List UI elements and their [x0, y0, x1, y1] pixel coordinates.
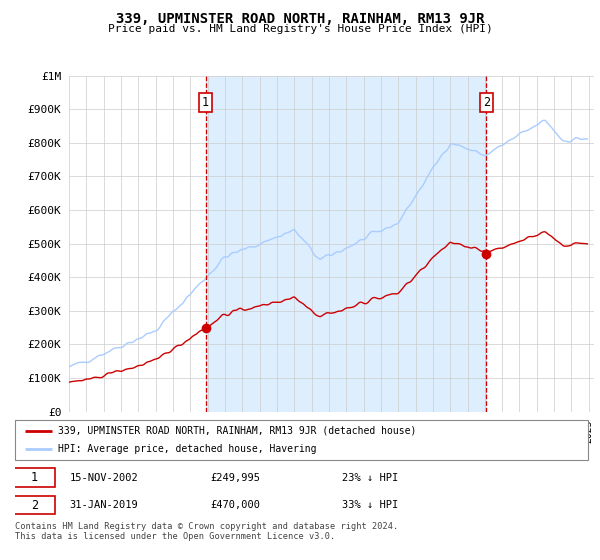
FancyBboxPatch shape [14, 496, 55, 515]
Text: 1: 1 [202, 96, 209, 109]
Text: 23% ↓ HPI: 23% ↓ HPI [341, 473, 398, 483]
Text: 2: 2 [31, 499, 38, 512]
Text: 15-NOV-2002: 15-NOV-2002 [70, 473, 138, 483]
Text: 31-JAN-2019: 31-JAN-2019 [70, 500, 138, 510]
Text: 2: 2 [482, 96, 490, 109]
Text: £470,000: £470,000 [210, 500, 260, 510]
Text: Price paid vs. HM Land Registry's House Price Index (HPI): Price paid vs. HM Land Registry's House … [107, 24, 493, 34]
FancyBboxPatch shape [14, 468, 55, 487]
Bar [206, 76, 486, 412]
FancyBboxPatch shape [15, 420, 588, 460]
Text: 339, UPMINSTER ROAD NORTH, RAINHAM, RM13 9JR: 339, UPMINSTER ROAD NORTH, RAINHAM, RM13… [116, 12, 484, 26]
Text: 1: 1 [31, 471, 38, 484]
Text: Contains HM Land Registry data © Crown copyright and database right 2024.
This d: Contains HM Land Registry data © Crown c… [15, 522, 398, 542]
Text: 33% ↓ HPI: 33% ↓ HPI [341, 500, 398, 510]
Text: HPI: Average price, detached house, Havering: HPI: Average price, detached house, Have… [58, 445, 316, 454]
Text: £249,995: £249,995 [210, 473, 260, 483]
Text: 339, UPMINSTER ROAD NORTH, RAINHAM, RM13 9JR (detached house): 339, UPMINSTER ROAD NORTH, RAINHAM, RM13… [58, 426, 416, 436]
